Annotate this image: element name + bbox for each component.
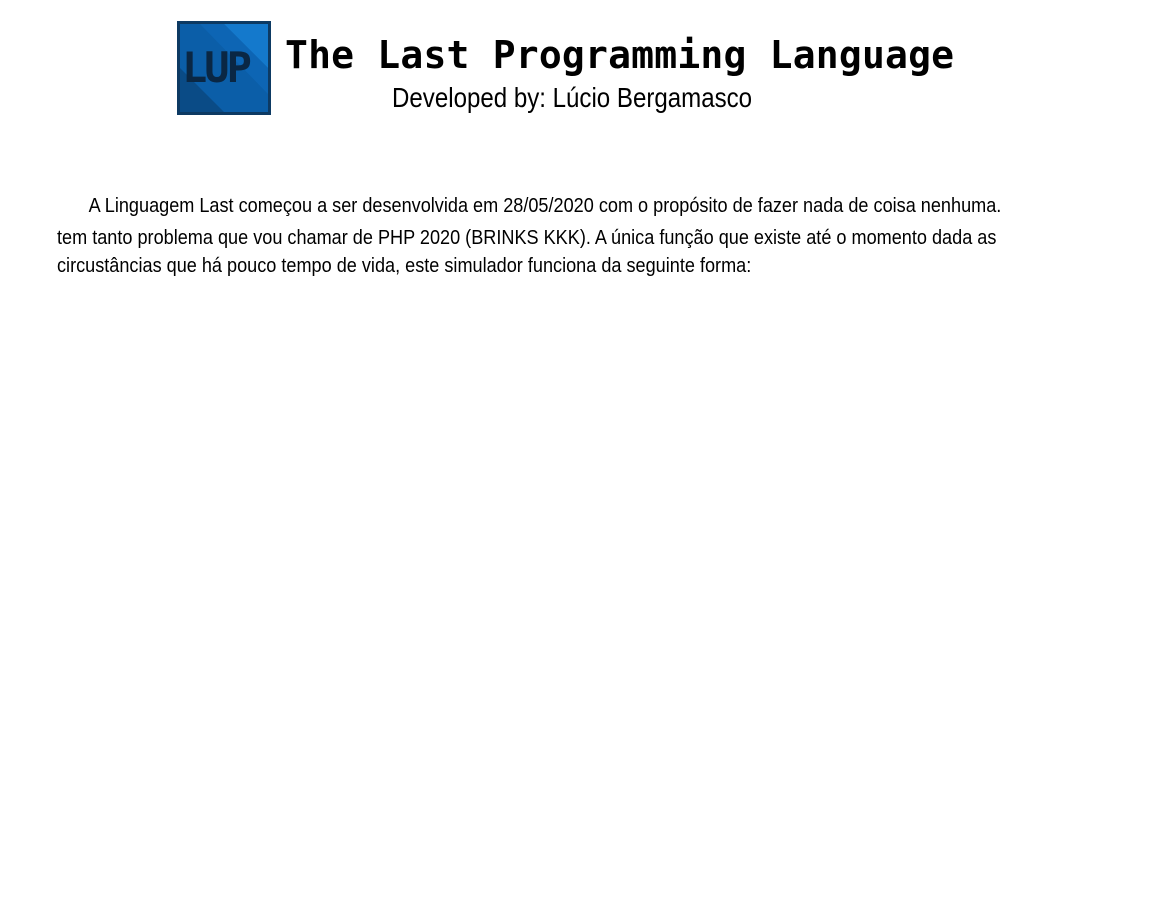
intro-line-1: A Linguagem Last começou a ser desenvolv… — [88, 195, 1002, 217]
page-subtitle: Developed by: Lúcio Bergamasco — [392, 82, 753, 113]
page-header: LUP The Last Programming Language Develo… — [177, 21, 954, 117]
intro-text: A Linguagem Last começou a ser desenvolv… — [57, 192, 1002, 280]
logo-text: LUP — [182, 43, 252, 92]
intro-line-3: circustâncias que há pouco tempo de vida… — [57, 255, 752, 277]
page-title: The Last Programming Language — [285, 33, 955, 77]
logo-background-icon — [180, 24, 268, 112]
lup-logo: LUP — [177, 21, 271, 115]
intro-line-2: tem tanto problema que vou chamar de PHP… — [57, 227, 997, 249]
